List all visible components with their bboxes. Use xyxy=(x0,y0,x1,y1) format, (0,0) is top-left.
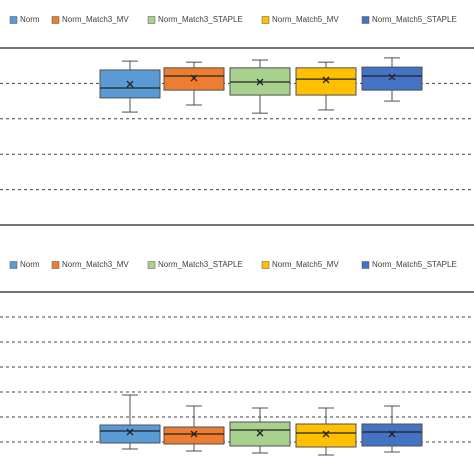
mean-marker xyxy=(388,430,396,438)
mean-marker xyxy=(190,430,198,438)
legend-swatch xyxy=(147,16,156,24)
mean-marker xyxy=(256,429,264,437)
legend-swatch xyxy=(147,261,156,269)
legend-label: Norm_Match3_STAPLE xyxy=(158,260,243,269)
legend-label: Norm_Match3_MV xyxy=(62,260,129,269)
legend-swatch xyxy=(361,261,370,269)
legend-label: Norm xyxy=(20,260,40,269)
box xyxy=(295,423,357,448)
legend-label: Norm_Match5_STAPLE xyxy=(372,15,457,24)
mean-marker xyxy=(126,428,134,436)
legend-label: Norm_Match5_MV xyxy=(272,15,339,24)
legend-swatch xyxy=(9,16,18,24)
box xyxy=(163,426,225,445)
legend-swatch xyxy=(261,16,270,24)
mean-marker xyxy=(126,80,134,88)
mean-marker xyxy=(190,74,198,82)
legend-swatch xyxy=(261,261,270,269)
box xyxy=(361,423,423,447)
box xyxy=(361,66,423,91)
box xyxy=(229,421,291,447)
mean-marker xyxy=(322,430,330,438)
legend-swatch xyxy=(51,16,60,24)
box xyxy=(99,424,161,444)
mean-marker xyxy=(322,76,330,84)
legend-swatch xyxy=(361,16,370,24)
mean-marker xyxy=(388,73,396,81)
legend-label: Norm_Match3_STAPLE xyxy=(158,15,243,24)
legend-swatch xyxy=(9,261,18,269)
box xyxy=(295,67,357,96)
mean-marker xyxy=(256,78,264,86)
legend-label: Norm_Match5_MV xyxy=(272,260,339,269)
legend-swatch xyxy=(51,261,60,269)
legend-label: Norm xyxy=(20,15,40,24)
legend-label: Norm_Match5_STAPLE xyxy=(372,260,457,269)
legend-label: Norm_Match3_MV xyxy=(62,15,129,24)
